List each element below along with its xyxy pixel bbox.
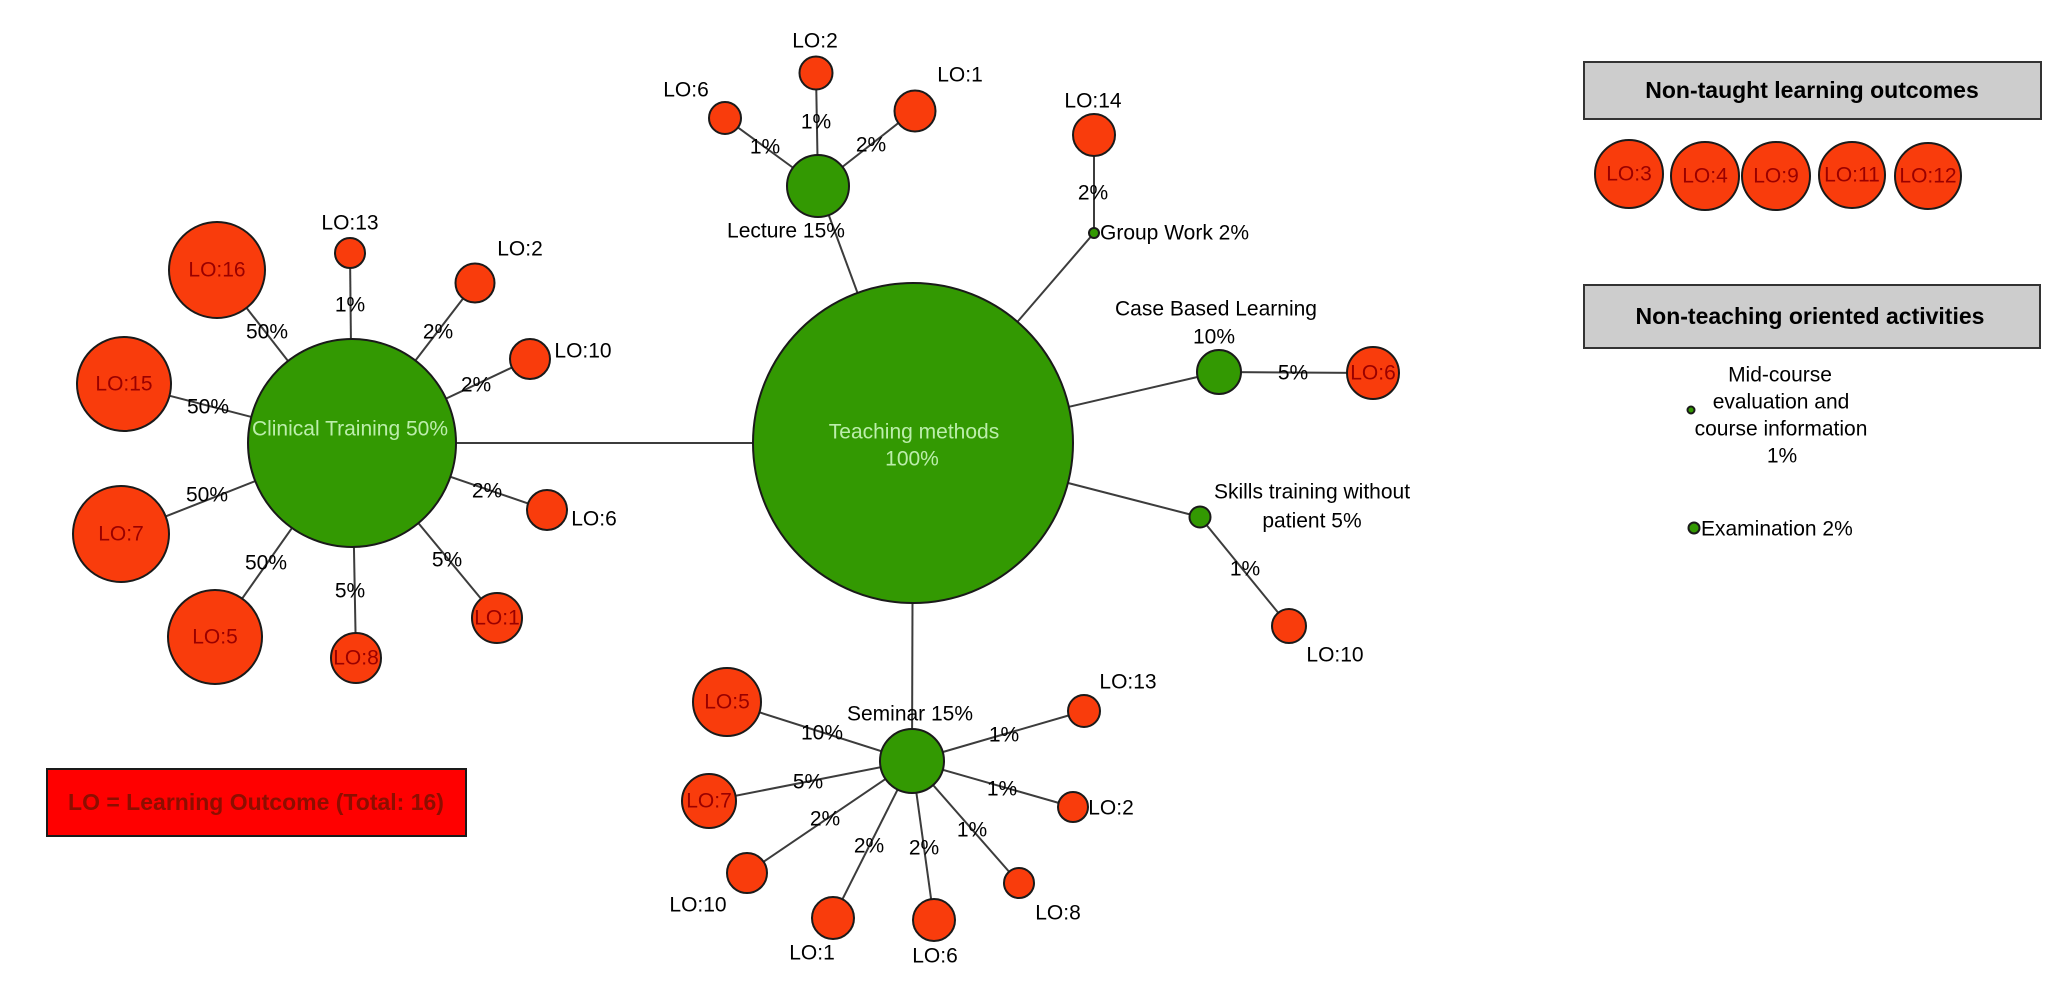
svg-text:1%: 1% [335,294,365,317]
svg-text:2%: 2% [1078,182,1108,205]
svg-text:1%: 1% [801,111,831,134]
svg-text:2%: 2% [423,321,453,344]
svg-text:LO:8: LO:8 [333,647,379,670]
svg-text:5%: 5% [335,580,365,603]
svg-text:LO:1: LO:1 [937,64,983,87]
svg-text:LO:13: LO:13 [1099,671,1156,694]
svg-text:LO:8: LO:8 [1035,902,1081,925]
svg-text:50%: 50% [245,552,287,575]
svg-text:LO:5: LO:5 [704,691,750,714]
svg-text:50%: 50% [186,484,228,507]
svg-text:2%: 2% [810,808,840,831]
svg-text:1%: 1% [989,724,1019,747]
svg-text:LO:14: LO:14 [1064,90,1122,113]
svg-text:LO:2: LO:2 [792,30,838,53]
svg-text:LO:10: LO:10 [1306,644,1363,667]
svg-text:Case Based Learning: Case Based Learning [1115,298,1317,321]
svg-text:5%: 5% [1278,362,1308,385]
svg-text:LO:7: LO:7 [686,790,732,813]
svg-text:LO:12: LO:12 [1899,165,1956,188]
svg-text:LO:15: LO:15 [95,373,152,396]
svg-text:LO:10: LO:10 [554,340,611,363]
svg-text:Skills training without: Skills training without [1214,481,1410,504]
svg-text:1%: 1% [750,136,780,159]
svg-text:LO:1: LO:1 [474,607,520,630]
svg-text:100%: 100% [885,448,939,471]
svg-text:LO:16: LO:16 [188,259,245,282]
svg-text:1%: 1% [957,819,987,842]
svg-text:5%: 5% [793,771,823,794]
svg-text:2%: 2% [909,837,939,860]
svg-text:Seminar 15%: Seminar 15% [847,703,973,726]
svg-text:LO:6: LO:6 [1350,362,1396,385]
svg-text:Teaching methods: Teaching methods [829,421,999,444]
svg-text:Non-taught learning outcomes: Non-taught learning outcomes [1645,77,1979,103]
svg-text:course information: course information [1695,418,1868,441]
svg-text:LO:2: LO:2 [1088,797,1134,820]
svg-text:evaluation and: evaluation and [1713,391,1850,414]
svg-text:LO:3: LO:3 [1606,163,1652,186]
svg-text:5%: 5% [432,549,462,572]
svg-text:10%: 10% [1193,326,1235,349]
svg-text:1%: 1% [1767,445,1797,468]
svg-text:LO = Learning Outcome (Total:: LO = Learning Outcome (Total: 16) [68,789,444,815]
svg-text:LO:6: LO:6 [912,945,958,968]
svg-text:LO:5: LO:5 [192,626,238,649]
svg-text:50%: 50% [246,321,288,344]
svg-text:1%: 1% [987,778,1017,801]
svg-text:Mid-course: Mid-course [1728,364,1832,387]
svg-text:2%: 2% [856,134,886,157]
svg-text:LO:11: LO:11 [1824,164,1880,187]
svg-text:LO:7: LO:7 [98,523,144,546]
svg-text:2%: 2% [854,835,884,858]
svg-text:1%: 1% [1230,558,1260,581]
svg-text:LO:1: LO:1 [789,942,835,965]
svg-text:Non-teaching oriented activiti: Non-teaching oriented activities [1636,303,1985,329]
svg-text:Examination 2%: Examination 2% [1701,518,1853,541]
svg-text:LO:2: LO:2 [497,238,543,261]
svg-text:LO:9: LO:9 [1753,165,1799,188]
svg-text:LO:6: LO:6 [571,508,617,531]
svg-text:LO:6: LO:6 [663,79,709,102]
svg-text:LO:4: LO:4 [1682,165,1728,188]
svg-text:patient 5%: patient 5% [1262,510,1361,533]
svg-text:50%: 50% [187,396,229,419]
svg-text:Group Work 2%: Group Work 2% [1100,222,1249,245]
svg-text:Lecture 15%: Lecture 15% [727,220,845,243]
svg-text:10%: 10% [801,722,843,745]
svg-text:LO:13: LO:13 [321,212,378,235]
svg-text:Clinical Training 50%: Clinical Training 50% [252,418,448,441]
svg-text:2%: 2% [472,480,502,503]
svg-text:LO:10: LO:10 [669,894,726,917]
svg-text:2%: 2% [461,374,491,397]
